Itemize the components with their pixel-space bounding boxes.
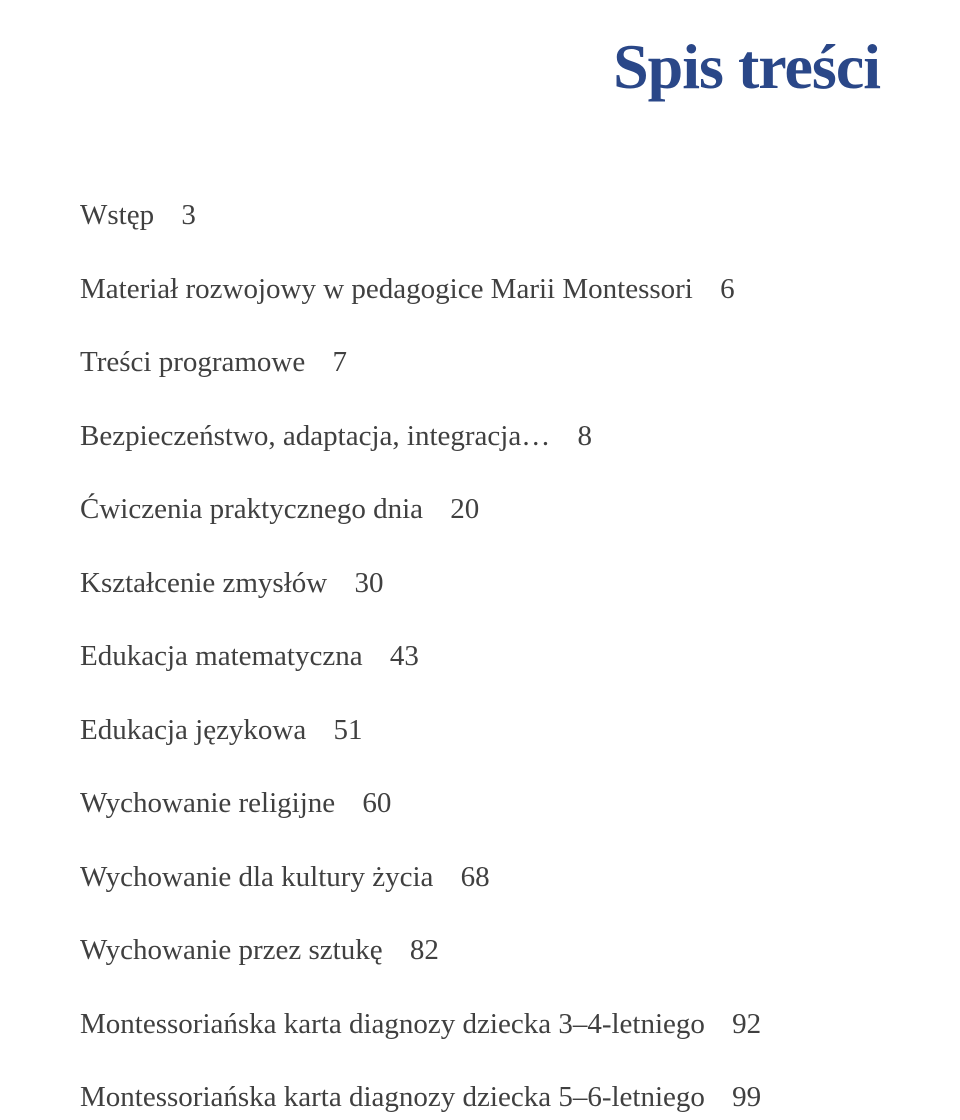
toc-entry-label: Wychowanie przez sztukę bbox=[80, 934, 383, 966]
toc-entry-page: 6 bbox=[720, 273, 735, 305]
toc-entry: Kształcenie zmysłów 30 bbox=[80, 562, 880, 606]
toc-entry-label: Ćwiczenia praktycznego dnia bbox=[80, 493, 423, 525]
toc-entry-page: 92 bbox=[732, 1008, 761, 1040]
toc-entry-label: Bezpieczeństwo, adaptacja, integracja… bbox=[80, 420, 550, 452]
toc-entry-page: 7 bbox=[333, 346, 348, 378]
toc-entry-page: 60 bbox=[362, 787, 391, 819]
toc-entry-label: Edukacja matematyczna bbox=[80, 640, 363, 672]
toc-entry-label: Materiał rozwojowy w pedagogice Marii Mo… bbox=[80, 273, 693, 305]
toc-entry: Edukacja matematyczna 43 bbox=[80, 635, 880, 679]
toc-entry: Wstęp 3 bbox=[80, 194, 880, 238]
toc-entry-page: 51 bbox=[334, 714, 363, 746]
toc-entry: Wychowanie dla kultury życia 68 bbox=[80, 856, 880, 900]
toc-entry-label: Wstęp bbox=[80, 199, 154, 231]
toc-entry-page: 99 bbox=[732, 1081, 761, 1113]
toc-entry-page: 68 bbox=[461, 861, 490, 893]
toc-entry-label: Montessoriańska karta diagnozy dziecka 3… bbox=[80, 1008, 705, 1040]
toc-entry-label: Treści programowe bbox=[80, 346, 305, 378]
toc-entry: Wychowanie religijne 60 bbox=[80, 782, 880, 826]
toc-entry-label: Montessoriańska karta diagnozy dziecka 5… bbox=[80, 1081, 705, 1113]
toc-entry-label: Edukacja językowa bbox=[80, 714, 306, 746]
toc-entry-page: 8 bbox=[577, 420, 592, 452]
toc-list: Wstęp 3 Materiał rozwojowy w pedagogice … bbox=[80, 194, 880, 1120]
toc-entry-label: Wychowanie dla kultury życia bbox=[80, 861, 433, 893]
toc-entry: Montessoriańska karta diagnozy dziecka 3… bbox=[80, 1003, 880, 1047]
toc-entry: Treści programowe 7 bbox=[80, 341, 880, 385]
toc-entry-page: 43 bbox=[390, 640, 419, 672]
toc-entry-page: 82 bbox=[410, 934, 439, 966]
toc-entry-page: 30 bbox=[354, 567, 383, 599]
toc-entry: Montessoriańska karta diagnozy dziecka 5… bbox=[80, 1076, 880, 1120]
toc-entry-label: Kształcenie zmysłów bbox=[80, 567, 327, 599]
toc-entry-page: 3 bbox=[181, 199, 196, 231]
toc-entry-label: Wychowanie religijne bbox=[80, 787, 335, 819]
toc-entry: Edukacja językowa 51 bbox=[80, 709, 880, 753]
toc-entry: Wychowanie przez sztukę 82 bbox=[80, 929, 880, 973]
toc-entry: Ćwiczenia praktycznego dnia 20 bbox=[80, 488, 880, 532]
toc-entry: Materiał rozwojowy w pedagogice Marii Mo… bbox=[80, 268, 880, 312]
toc-entry-page: 20 bbox=[450, 493, 479, 525]
page-title: Spis treści bbox=[80, 30, 880, 104]
toc-entry: Bezpieczeństwo, adaptacja, integracja… 8 bbox=[80, 415, 880, 459]
